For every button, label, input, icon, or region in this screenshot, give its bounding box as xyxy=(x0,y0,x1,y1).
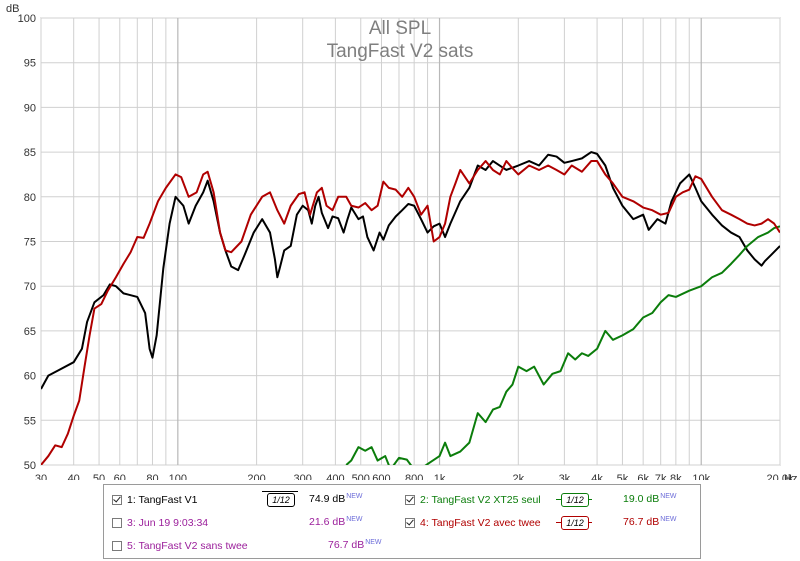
x-tick-label: 60 xyxy=(114,473,126,480)
x-tick-label: 3k xyxy=(559,473,571,480)
x-tick-label: 30 xyxy=(35,473,47,480)
series-line-1 xyxy=(41,151,780,390)
legend-level-5: 76.7 dBNEW xyxy=(328,539,382,551)
smoothing-badge-2[interactable]: 1/12 xyxy=(561,493,589,507)
y-tick-label: 55 xyxy=(24,415,36,427)
smoothing-badge-1[interactable]: 1/12 xyxy=(267,493,295,507)
legend-level-2: 19.0 dBNEW xyxy=(623,493,677,505)
y-tick-label: 75 xyxy=(24,237,36,249)
x-tick-label: 20.0k xyxy=(767,473,794,480)
legend-label-2: 2: TangFast V2 XT25 seul xyxy=(420,494,541,506)
legend-checkbox-3[interactable] xyxy=(112,518,122,528)
spl-chart: 50 55 60 65 70 75 80 85 90 95 100 30 40 50 60 80 100 200… xyxy=(6,3,797,480)
smoothing-badge-4[interactable]: 1/12 xyxy=(561,516,589,530)
x-tick-label: 1k xyxy=(434,473,446,480)
x-tick-label: 800 xyxy=(405,473,423,480)
legend-checkbox-1[interactable] xyxy=(112,494,122,505)
legend-item-1[interactable]: 1: TangFast V1 xyxy=(112,493,197,507)
legend-checkbox-4[interactable] xyxy=(405,517,415,528)
y-tick-label: 90 xyxy=(24,102,36,114)
y-axis-label: dB xyxy=(6,3,19,15)
series-line-3 xyxy=(41,160,780,465)
legend-checkbox-5[interactable] xyxy=(112,541,122,551)
legend-item-5[interactable]: 5: TangFast V2 sans twee xyxy=(112,539,248,553)
y-tick-label: 80 xyxy=(24,192,36,204)
y-tick-label: 70 xyxy=(24,281,36,293)
legend-level-3: 21.6 dBNEW xyxy=(309,516,363,528)
x-tick-label: 7k xyxy=(655,473,667,480)
legend-item-2[interactable]: 2: TangFast V2 XT25 seul xyxy=(405,493,541,507)
x-tick-label: 300 xyxy=(294,473,312,480)
legend-line-sample-1 xyxy=(262,491,298,492)
legend-item-4[interactable]: 4: TangFast V2 avec twee xyxy=(405,516,541,530)
x-tick-label: 8k xyxy=(670,473,682,480)
chart-title: All SPL xyxy=(368,18,432,39)
y-tick-label: 95 xyxy=(24,58,36,70)
x-tick-label: 6k xyxy=(637,473,649,480)
x-tick-label: 2k xyxy=(512,473,524,480)
chart-subtitle: TangFast V2 sats xyxy=(326,41,474,62)
y-tick-label: 85 xyxy=(24,147,36,159)
x-tick-label: 400 xyxy=(326,473,344,480)
legend-panel: 1: TangFast V1 1/12 74.9 dBNEW 2: TangFa… xyxy=(103,484,701,559)
x-tick-label: 80 xyxy=(146,473,158,480)
x-tick-label: 600 xyxy=(372,473,390,480)
x-tick-label: 4k xyxy=(591,473,603,480)
y-tick-label: 100 xyxy=(18,13,36,25)
legend-level-4: 76.7 dBNEW xyxy=(623,516,677,528)
legend-label-3: 3: Jun 19 9:03:34 xyxy=(127,517,209,529)
legend-label-5: 5: TangFast V2 sans twee xyxy=(127,540,248,552)
x-tick-label: 50 xyxy=(93,473,105,480)
x-axis-tick-labels: 30 40 50 60 80 100 200 300 400 500 600 800 1k 2k 3k 4k 5… xyxy=(35,473,794,480)
grid-lines xyxy=(40,17,781,466)
series-line-2 xyxy=(345,225,780,465)
y-axis-tick-labels: 50 55 60 65 70 75 80 85 90 95 100 xyxy=(18,13,36,472)
legend-item-3[interactable]: 3: Jun 19 9:03:34 xyxy=(112,516,208,530)
legend-level-1: 74.9 dBNEW xyxy=(309,493,363,505)
x-tick-label: 5k xyxy=(617,473,629,480)
x-tick-label: 100 xyxy=(169,473,187,480)
legend-checkbox-2[interactable] xyxy=(405,494,415,505)
x-tick-label: 200 xyxy=(247,473,265,480)
series-lines xyxy=(41,151,780,465)
legend-label-1: 1: TangFast V1 xyxy=(127,494,198,506)
y-tick-label: 60 xyxy=(24,371,36,383)
x-axis-label: Hz xyxy=(784,473,797,480)
legend-label-4: 4: TangFast V2 avec twee xyxy=(420,517,541,529)
x-tick-label: 10k xyxy=(692,473,710,480)
x-tick-label: 40 xyxy=(68,473,80,480)
y-tick-label: 65 xyxy=(24,326,36,338)
x-tick-label: 500 xyxy=(352,473,370,480)
y-tick-label: 50 xyxy=(24,460,36,472)
